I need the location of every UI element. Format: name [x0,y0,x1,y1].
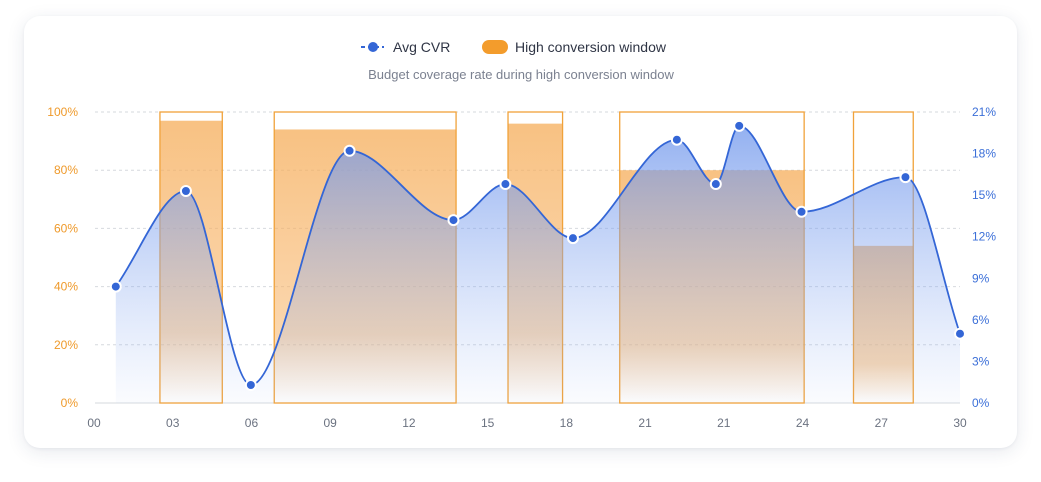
cvr-point[interactable] [733,119,746,132]
left-axis-tick-label: 100% [47,105,78,119]
left-axis-tick-label: 40% [54,280,78,294]
x-axis-tick-label: 03 [166,416,180,430]
right-axis-tick-label: 0% [972,396,990,410]
x-axis-tick-label: 30 [953,416,967,430]
right-axis-tick-label: 9% [972,271,990,285]
right-axis-tick-label: 12% [972,230,996,244]
x-axis-tick-label: 27 [875,416,889,430]
left-axis-tick-label: 60% [54,221,78,235]
x-axis-tick-label: 15 [481,416,495,430]
right-axis-tick-label: 6% [972,313,990,327]
cvr-point[interactable] [343,144,356,157]
x-axis-tick-label: 21 [717,416,731,430]
cvr-point[interactable] [244,378,257,391]
cvr-point[interactable] [447,214,460,227]
x-axis: 00 03 06 09 12 15 18 21 21 24 27 30 [87,416,967,430]
cvr-point[interactable] [795,205,808,218]
legend-label-avg-cvr: Avg CVR [393,39,450,55]
cvr-point[interactable] [670,133,683,146]
cvr-points [109,119,966,391]
legend-window-swatch [482,40,508,54]
right-axis-tick-label: 18% [972,147,996,161]
right-axis-tick-label: 3% [972,354,990,368]
right-axis-tick-label: 21% [972,105,996,119]
cvr-point[interactable] [954,327,966,340]
legend-dot-swatch [368,42,378,52]
cvr-point[interactable] [179,184,192,197]
legend-label-high-conversion-window: High conversion window [515,39,667,55]
right-axis-tick-label: 15% [972,188,996,202]
x-axis-tick-label: 06 [245,416,259,430]
x-axis-tick-label: 18 [560,416,574,430]
cvr-area-fill [115,125,961,403]
chart-subtitle: Budget coverage rate during high convers… [368,67,674,82]
left-axis: 0% 20% 40% 60% 80% 100% [47,105,78,410]
left-axis-tick-label: 20% [54,338,78,352]
left-axis-tick-label: 0% [61,396,79,410]
cvr-point[interactable] [899,171,912,184]
cvr-point[interactable] [109,280,122,293]
cvr-point[interactable] [566,232,579,245]
x-axis-tick-label: 12 [402,416,416,430]
cvr-point[interactable] [499,178,512,191]
legend[interactable]: Avg CVR High conversion window [361,39,667,55]
right-axis: 0% 3% 6% 9% 12% 15% 18% 21% [972,105,996,410]
x-axis-tick-label: 21 [638,416,652,430]
cvr-point[interactable] [709,178,722,191]
x-axis-tick-label: 09 [324,416,338,430]
left-axis-tick-label: 80% [54,163,78,177]
legend-item-avg-cvr[interactable]: Avg CVR [361,39,450,55]
cvr-area [115,125,961,403]
x-axis-tick-label: 00 [87,416,101,430]
x-axis-tick-label: 24 [796,416,810,430]
legend-item-high-conversion-window[interactable]: High conversion window [482,39,667,55]
